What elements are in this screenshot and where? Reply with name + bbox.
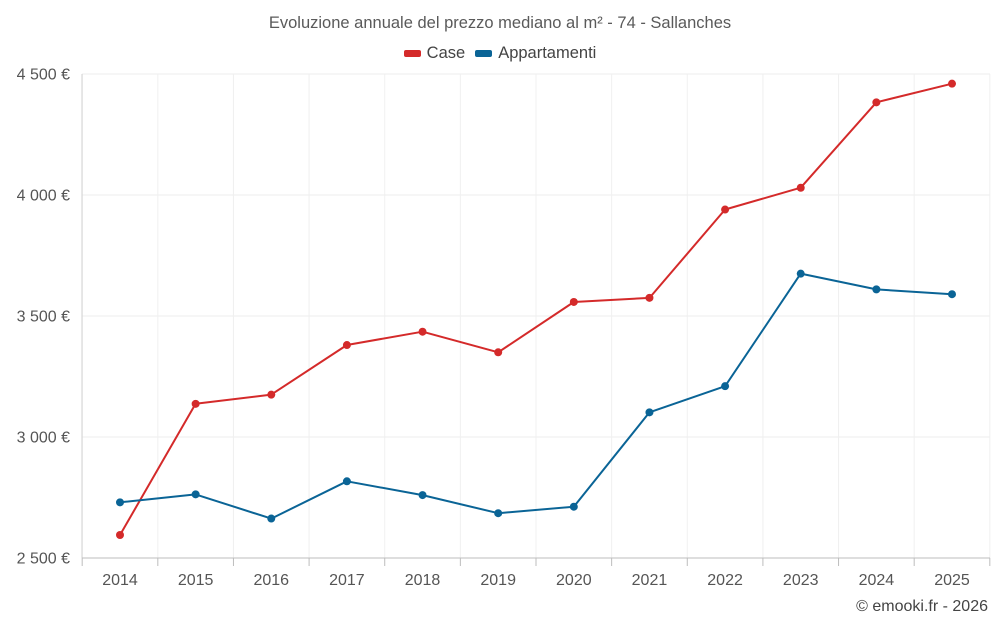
x-tick-label: 2015	[178, 572, 214, 589]
x-tick-label: 2018	[405, 572, 441, 589]
data-point-case-2015[interactable]	[191, 399, 200, 408]
x-tick-label: 2023	[783, 572, 819, 589]
data-point-appartamenti-2015[interactable]	[191, 490, 200, 499]
data-point-appartamenti-2016[interactable]	[267, 514, 276, 523]
legend-swatch-case	[403, 50, 421, 57]
data-point-appartamenti-2019[interactable]	[494, 509, 503, 518]
series-line-case	[119, 82, 953, 536]
data-point-appartamenti-2017[interactable]	[342, 477, 351, 486]
legend-swatch-appartamenti	[475, 50, 493, 57]
data-point-appartamenti-2024[interactable]	[872, 285, 881, 294]
y-tick-label: 3 000 €	[17, 430, 70, 447]
data-point-appartamenti-2022[interactable]	[721, 382, 730, 391]
series-line-appartamenti	[119, 272, 953, 520]
chart-title: Evoluzione annuale del prezzo mediano al…	[268, 14, 732, 32]
data-point-case-2025[interactable]	[948, 79, 956, 88]
data-point-case-2014[interactable]	[116, 531, 124, 540]
data-point-case-2016[interactable]	[267, 390, 276, 399]
credit-text: © emooki.fr - 2026	[856, 598, 988, 615]
data-point-appartamenti-2018[interactable]	[418, 491, 427, 500]
series-group	[116, 79, 956, 540]
data-point-case-2021[interactable]	[645, 293, 654, 302]
axes: 2 500 € 3 000 € 3 500 € 4 000 € 4 500 € 2014 2…	[17, 67, 991, 589]
x-tick-label: 2025	[934, 572, 970, 589]
y-tick-label: 2 500 €	[17, 551, 70, 568]
x-tick-label: 2021	[632, 572, 668, 589]
data-point-appartamenti-2023[interactable]	[796, 269, 805, 278]
grid	[81, 73, 991, 558]
x-tick-label: 2022	[707, 572, 743, 589]
data-point-case-2020[interactable]	[569, 297, 578, 306]
data-point-case-2023[interactable]	[796, 183, 805, 192]
data-point-case-2019[interactable]	[494, 348, 503, 357]
legend-item-appartamenti[interactable]: Appartamenti	[475, 44, 596, 63]
y-tick-label: 4 000 €	[17, 188, 70, 205]
legend-label-case: Case	[426, 44, 466, 62]
data-point-case-2018[interactable]	[418, 327, 427, 336]
x-tick-label: 2014	[102, 572, 138, 589]
x-tick-label: 2024	[859, 572, 895, 589]
legend-item-case[interactable]: Case	[403, 44, 466, 63]
data-point-case-2022[interactable]	[721, 205, 730, 214]
data-point-appartamenti-2014[interactable]	[116, 498, 124, 507]
x-tick-label: 2020	[556, 572, 592, 589]
legend: Case Appartamenti	[0, 44, 1000, 63]
x-tick-label: 2017	[329, 572, 365, 589]
y-tick-label: 3 500 €	[17, 309, 70, 326]
y-tick-label: 4 500 €	[17, 67, 70, 84]
data-point-appartamenti-2025[interactable]	[948, 290, 956, 299]
legend-label-appartamenti: Appartamenti	[498, 44, 597, 62]
data-point-case-2024[interactable]	[872, 98, 881, 107]
x-tick-label: 2019	[480, 572, 516, 589]
data-point-appartamenti-2020[interactable]	[569, 502, 578, 511]
data-point-case-2017[interactable]	[342, 341, 351, 350]
data-point-appartamenti-2021[interactable]	[645, 408, 654, 417]
x-tick-label: 2016	[253, 572, 289, 589]
